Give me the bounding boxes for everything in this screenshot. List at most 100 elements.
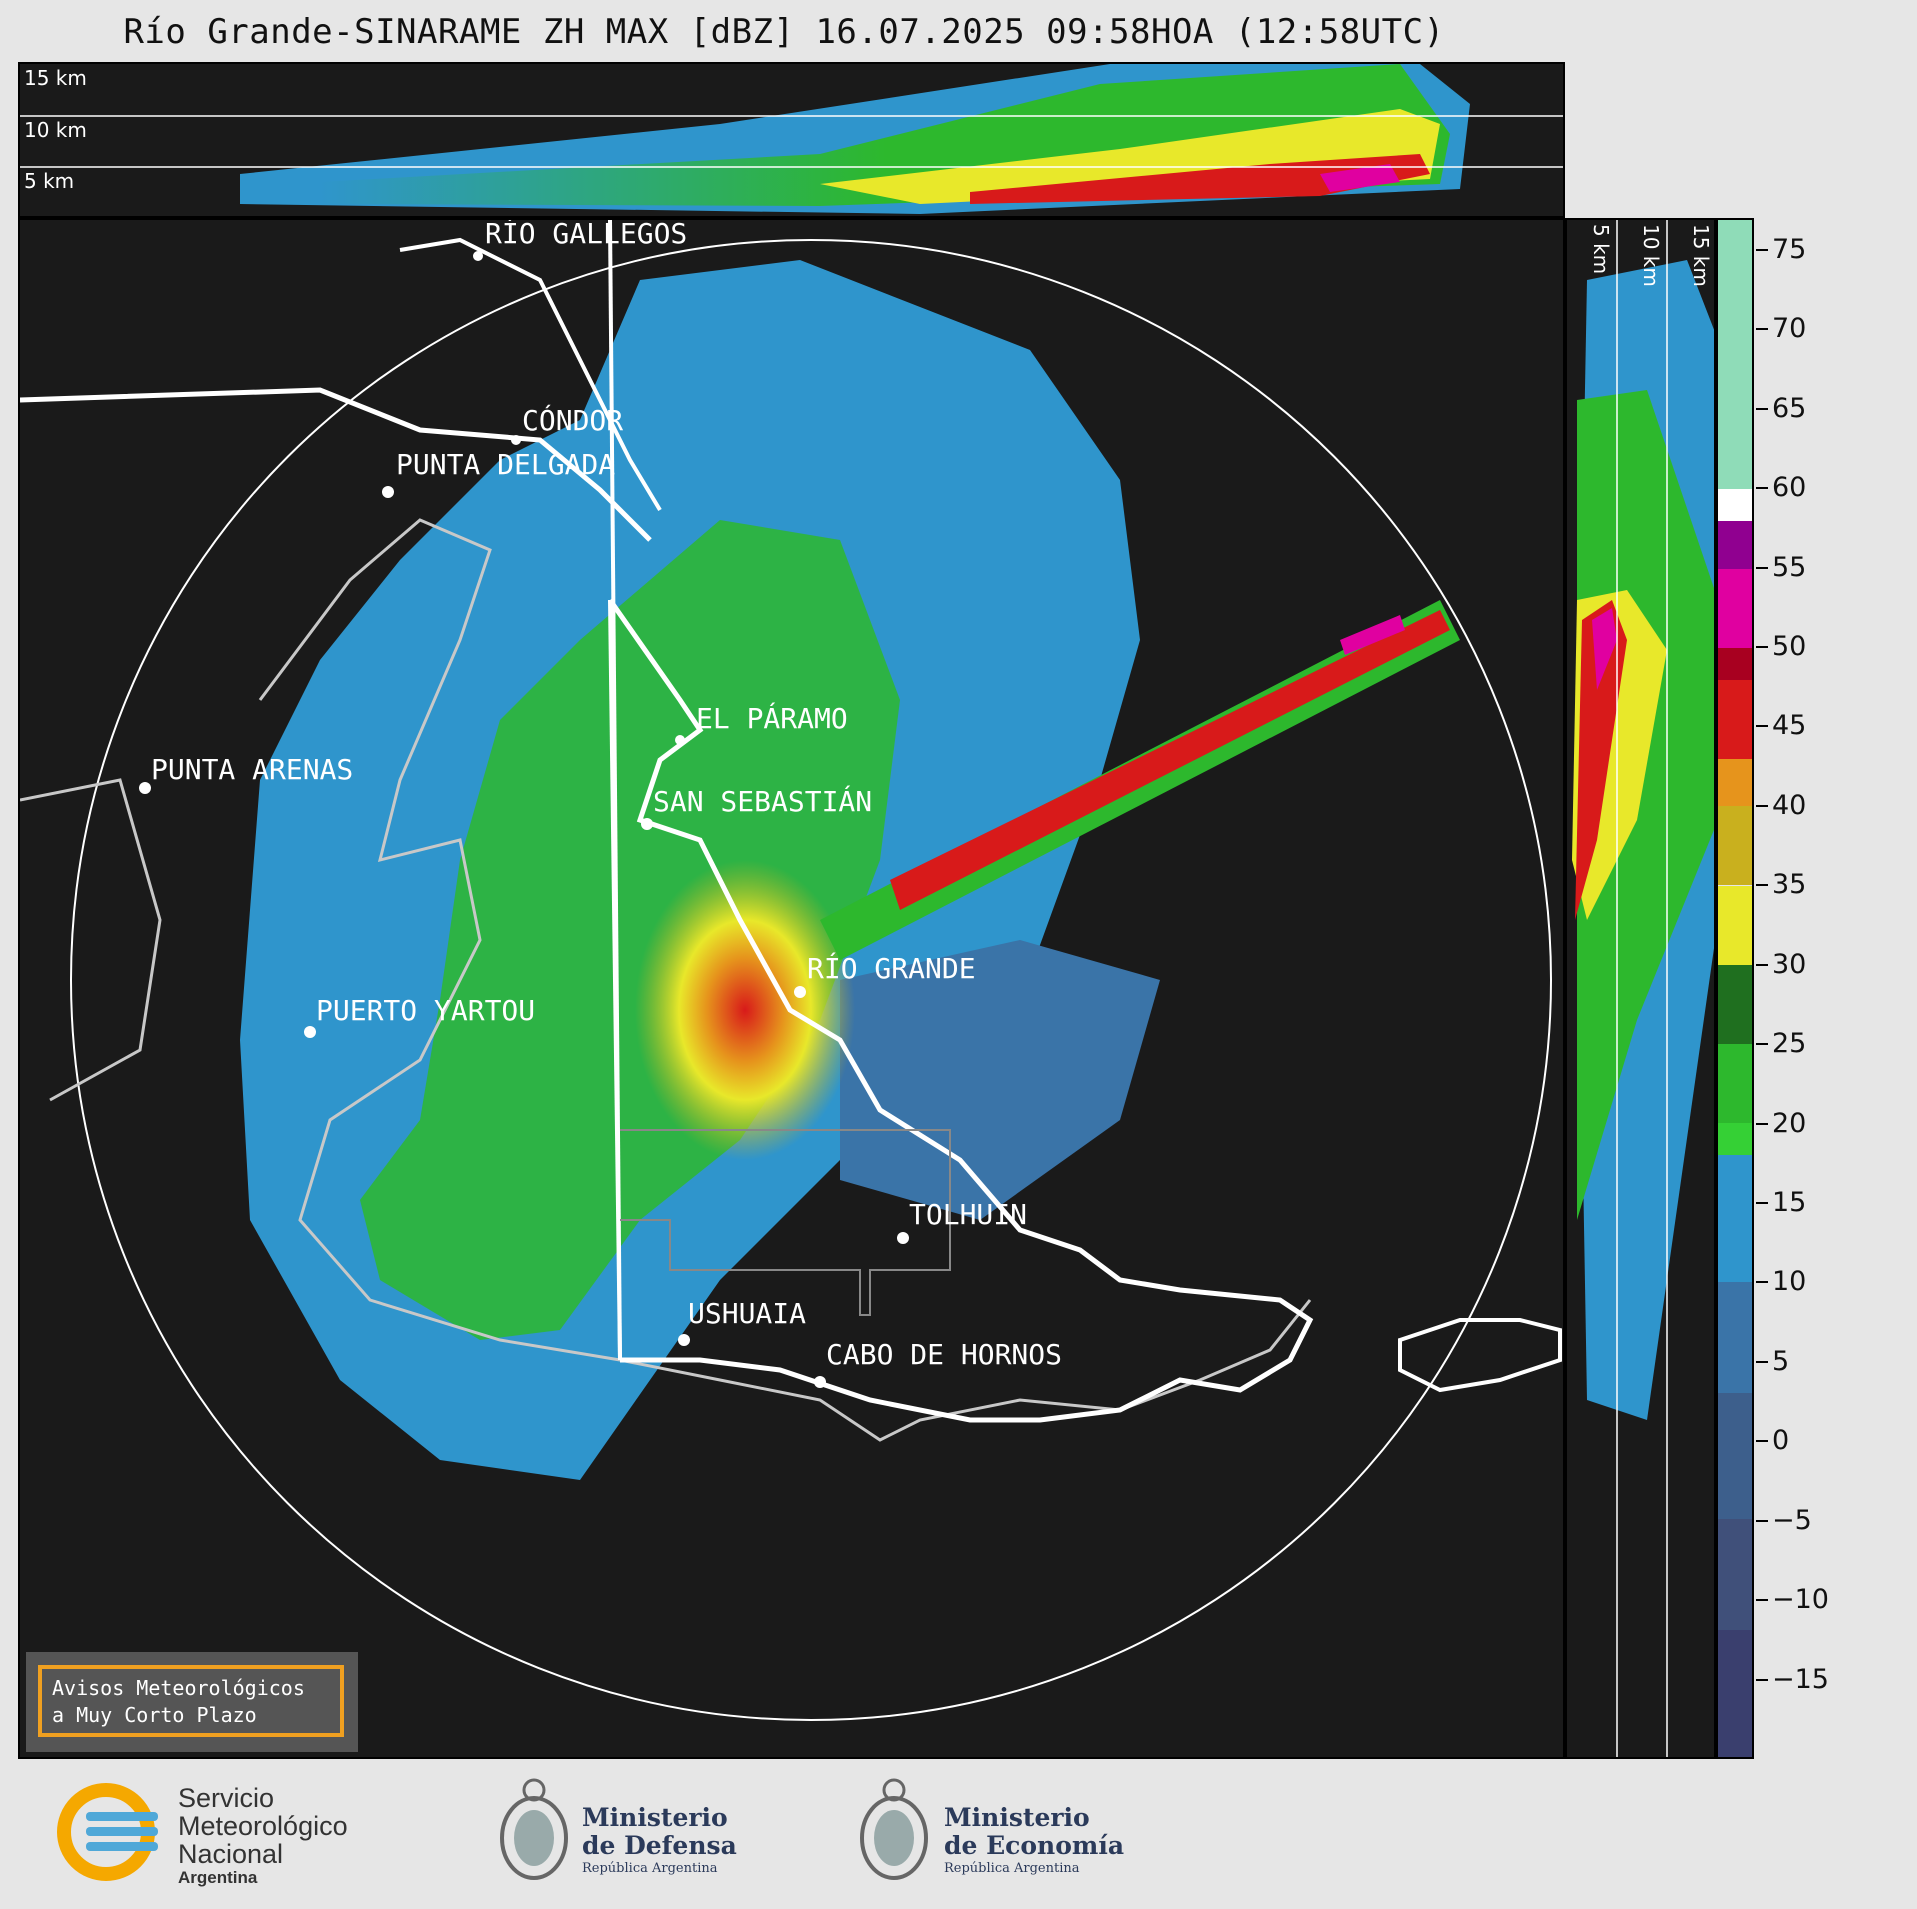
colorbar-tick-mark [1756,884,1768,887]
city-marker [304,1026,316,1038]
city-label: PUNTA ARENAS [151,753,353,786]
notice-box: Avisos Meteorológicos a Muy Corto Plazo [26,1652,358,1752]
colorbar-tick-label: 15 [1772,1186,1807,1218]
city-tolhuin: TOLHUIN [897,1198,1027,1244]
colorbar-tick-mark [1756,1678,1768,1681]
colorbar-segment [1718,1154,1752,1282]
city-marker [814,1376,826,1388]
colorbar-tick-mark [1756,804,1768,807]
colorbar-tick-mark [1756,566,1768,569]
economia-line-1: Ministerio [944,1803,1090,1832]
colorbar-tick-label: 10 [1772,1266,1807,1298]
city-punta-arenas: PUNTA ARENAS [139,753,353,794]
coast-rio-gallegos [399,237,662,512]
city-san-sebastian: SAN SEBASTIÁN [641,784,872,830]
colorbar-tick-label: 0 [1772,1425,1790,1457]
radar-map-svg: RÍO GALLEGOS CÓNDOR PUNTA DELGADA EL PÁR… [20,220,1562,1721]
side-label-5km: 5 km [1589,224,1613,275]
colorbar-tick-mark [1756,1360,1768,1363]
colorbar-segment [1718,885,1752,965]
colorbar-segment [1718,220,1752,490]
colorbar-segment [1718,521,1752,569]
smn-emblem-icon [57,1783,158,1881]
colorbar-tick-mark [1756,407,1768,410]
city-label: PUERTO YARTOU [316,994,535,1027]
colorbar-tick-mark [1756,963,1768,966]
admin-boundary [620,1129,951,1316]
coat-of-arms-icon [860,1778,928,1880]
colorbar-tick-label: 30 [1772,948,1807,980]
colorbar-tick-label: 75 [1772,233,1807,265]
top-height-profile: 15 km 10 km 5 km [18,62,1565,218]
defensa-text: Ministerio de Defensa República Argentin… [582,1804,737,1878]
colorbar-tick-mark [1756,645,1768,648]
colorbar-tick-mark [1756,248,1768,251]
colorbar-tick-mark [1756,1281,1768,1284]
top-label-5km: 5 km [24,169,75,193]
city-marker [382,486,394,498]
colorbar-tick-label: −5 [1772,1504,1812,1536]
colorbar-segment [1718,1043,1752,1124]
economia-text: Ministerio de Economía República Argenti… [944,1804,1124,1878]
coat-of-arms-icon [500,1778,568,1880]
city-marker [794,986,806,998]
colorbar-tick-mark [1756,328,1768,331]
colorbar-tick-label: 60 [1772,472,1807,504]
colorbar-tick-label: 25 [1772,1028,1807,1060]
city-marker [897,1232,909,1244]
colorbar-segment [1718,647,1752,680]
colorbar-tick-label: 55 [1772,551,1807,583]
smn-line-3: Nacional [178,1839,284,1869]
colorbar-tick-label: 45 [1772,710,1807,742]
city-label: SAN SEBASTIÁN [653,784,872,818]
colorbar-segment [1718,1519,1752,1631]
city-condor: CÓNDOR [511,403,623,445]
colorbar-segment [1718,1392,1752,1520]
smn-text: Servicio Meteorológico Nacional Argentin… [178,1784,348,1888]
colorbar-tick-label: 5 [1772,1345,1790,1377]
colorbar-segment [1718,806,1752,886]
city-rio-gallegos: RÍO GALLEGOS [473,220,687,261]
coastline-west [20,778,162,1102]
coast-tierra-del-fuego [607,598,1314,1423]
smn-line-1: Servicio [178,1783,275,1813]
city-label: EL PÁRAMO [696,701,848,735]
colorbar-segment [1718,1630,1752,1757]
colorbar [1716,218,1754,1759]
side-height-profile: 5 km 10 km 15 km [1565,218,1716,1759]
colorbar-tick-mark [1756,1201,1768,1204]
colorbar-tick-label: −15 [1772,1663,1829,1695]
notice-line-1: Avisos Meteorológicos [52,1676,305,1700]
defensa-line-2: de Defensa [582,1831,737,1860]
colorbar-tick-mark [1756,725,1768,728]
city-label: CÓNDOR [522,403,623,437]
colorbar-segment [1718,758,1752,807]
economia-line-3: República Argentina [944,1861,1080,1876]
echo-green [360,520,900,1340]
side-echo-red [1575,600,1627,920]
side-label-15km: 15 km [1689,224,1713,287]
city-label: RÍO GRANDE [807,951,976,985]
side-label-10km: 10 km [1639,224,1663,287]
city-el-paramo: EL PÁRAMO [675,701,848,745]
city-label: USHUAIA [688,1297,806,1330]
economia-emblem [856,1776,932,1900]
city-marker [675,735,685,745]
radar-map: RÍO GALLEGOS CÓNDOR PUNTA DELGADA EL PÁR… [18,218,1565,1759]
city-label: PUNTA DELGADA [396,448,615,481]
colorbar-segment [1718,1123,1752,1155]
colorbar-tick-mark [1756,1519,1768,1522]
city-cabo-de-hornos: CABO DE HORNOS [814,1338,1062,1388]
chart-title: Río Grande-SINARAME ZH MAX [dBZ] 16.07.2… [123,12,1445,52]
colorbar-segment [1718,568,1752,648]
colorbar-tick-label: 35 [1772,869,1807,901]
colorbar-tick-label: 40 [1772,789,1807,821]
colorbar-segment [1718,489,1752,522]
defensa-emblem [496,1776,572,1900]
echo-spoke-magenta [1340,615,1405,655]
colorbar-tick-label: −10 [1772,1584,1829,1616]
city-label: TOLHUIN [909,1198,1027,1231]
colorbar-segment [1718,679,1752,759]
top-label-10km: 10 km [24,118,87,142]
colorbar-tick-mark [1756,1599,1768,1602]
